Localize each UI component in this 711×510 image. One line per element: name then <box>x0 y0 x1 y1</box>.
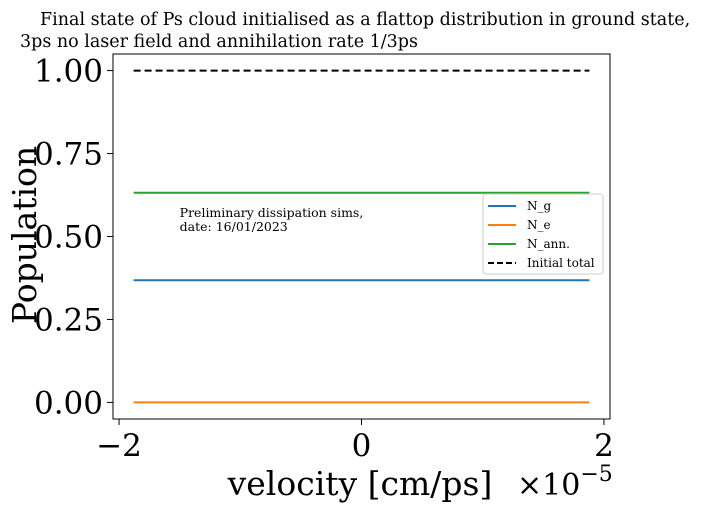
legend-label-2: N_ann. <box>527 237 570 251</box>
legend-label-1: N_e <box>527 218 551 232</box>
y-tick-label-0: 0.00 <box>34 385 103 421</box>
x-offset-base: ×10 <box>517 468 580 503</box>
annotation-line2: date: 16/01/2023 <box>180 219 288 234</box>
x-offset-label: ×10−5 <box>517 462 613 503</box>
legend-label-0: N_g <box>527 199 552 213</box>
y-axis-label: Population <box>5 146 44 324</box>
y-tick-label-3: 0.75 <box>34 137 103 173</box>
legend-box <box>482 193 604 275</box>
x-axis-label: velocity [cm/ps] <box>227 464 493 503</box>
legend: N_g N_e N_ann. Initial total <box>482 193 604 275</box>
x-offset-exponent: −5 <box>580 462 612 487</box>
chart-title-line1: Final state of Ps cloud initialised as a… <box>40 10 690 30</box>
plot-area: −2 0 2 0.00 0.25 0.50 0.75 1.00 Preliminary diss… <box>34 53 614 464</box>
y-tick-label-4: 1.00 <box>34 54 103 90</box>
chart-title-line2: 3ps no laser field and annihilation rate… <box>20 32 418 52</box>
y-tick-label-2: 0.50 <box>34 220 103 256</box>
legend-label-3: Initial total <box>527 256 595 270</box>
annotation-line1: Preliminary dissipation sims, <box>180 205 364 220</box>
x-tick-label-0: −2 <box>96 428 142 464</box>
x-tick-label-2: 2 <box>594 428 614 464</box>
y-tick-label-1: 0.25 <box>34 302 103 338</box>
x-tick-label-1: 0 <box>352 428 372 464</box>
